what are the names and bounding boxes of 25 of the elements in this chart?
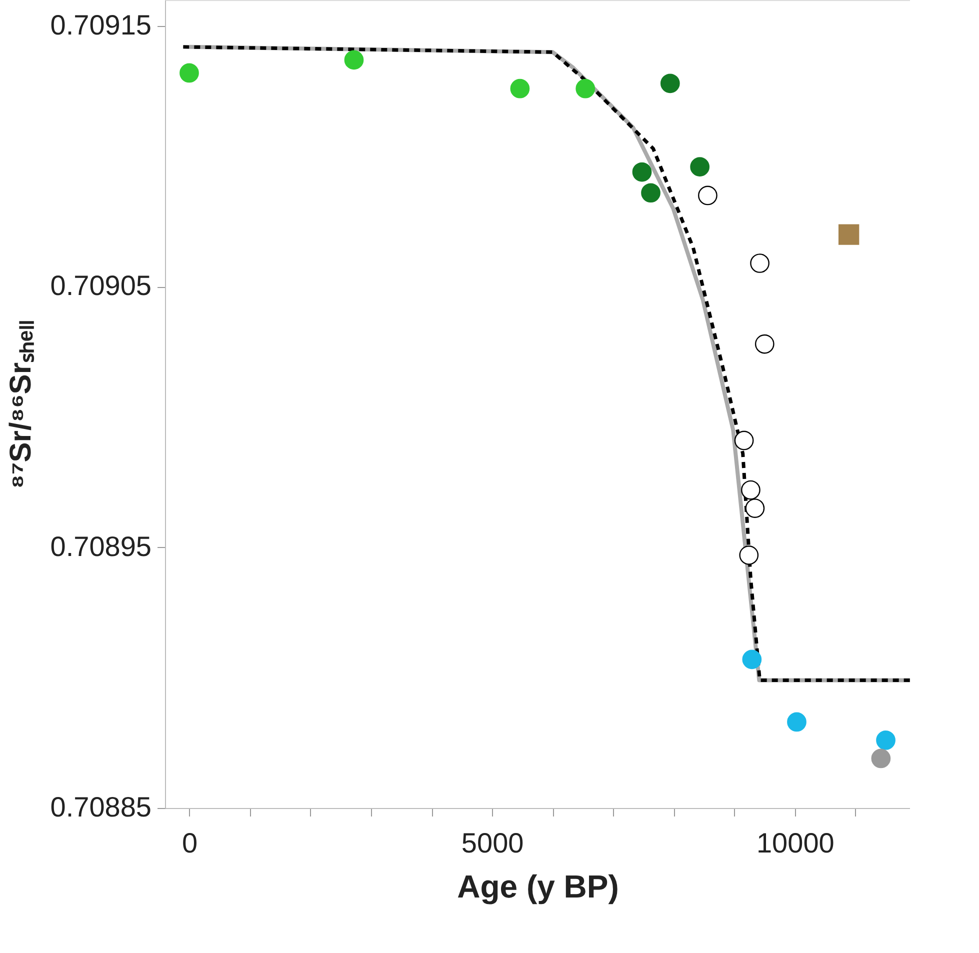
point bbox=[180, 63, 199, 83]
point bbox=[734, 430, 754, 450]
y-axis-title: ⁸⁷Sr/⁸⁶Srₛₕₑₗₗ bbox=[4, 320, 38, 489]
point bbox=[576, 78, 596, 98]
point bbox=[510, 78, 530, 98]
point bbox=[741, 480, 760, 500]
point bbox=[739, 546, 759, 565]
x-tick-label: 10000 bbox=[756, 828, 834, 858]
point bbox=[690, 157, 710, 176]
point bbox=[871, 748, 891, 768]
point bbox=[660, 74, 680, 94]
x-tick-label: 0 bbox=[182, 828, 198, 858]
point bbox=[641, 183, 660, 203]
x-tick-label: 5000 bbox=[461, 828, 524, 858]
point bbox=[344, 50, 364, 70]
point bbox=[632, 162, 652, 182]
y-tick-label: 0.70905 bbox=[50, 270, 152, 302]
y-tick-label: 0.70885 bbox=[50, 792, 152, 822]
point bbox=[742, 650, 762, 670]
point bbox=[787, 712, 806, 732]
y-tick-label: 0.70895 bbox=[50, 530, 152, 562]
x-axis-title: Age (y BP) bbox=[457, 868, 619, 904]
point bbox=[876, 730, 896, 750]
y-tick-label: 0.70915 bbox=[50, 10, 152, 41]
point bbox=[838, 224, 860, 245]
